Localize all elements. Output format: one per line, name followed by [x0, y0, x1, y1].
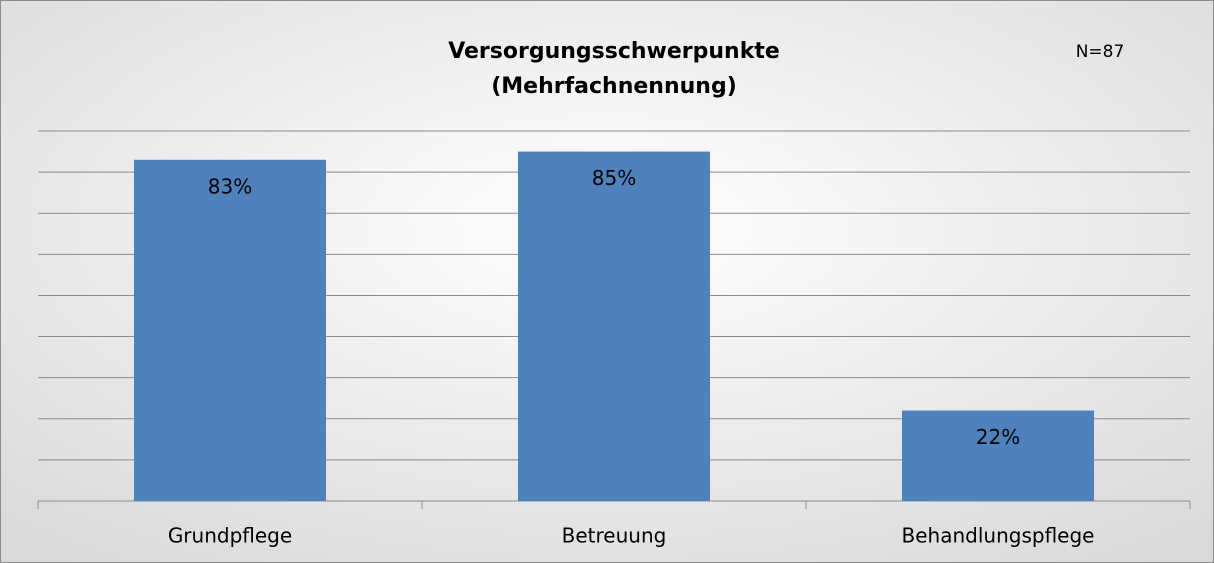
chart-title: Versorgungsschwerpunkte — [448, 39, 780, 64]
data-label: 22% — [976, 425, 1020, 449]
chart-title: (Mehrfachnennung) — [491, 74, 737, 99]
bar — [902, 410, 1094, 501]
x-tick-label: Betreuung — [562, 524, 667, 548]
data-label: 85% — [592, 166, 636, 190]
bar — [134, 159, 326, 501]
x-tick-label: Grundpflege — [168, 524, 292, 548]
bar — [518, 151, 710, 502]
data-label: 83% — [208, 174, 252, 198]
annotation: N=87 — [1076, 42, 1125, 62]
x-tick-label: Behandlungspflege — [902, 524, 1095, 548]
